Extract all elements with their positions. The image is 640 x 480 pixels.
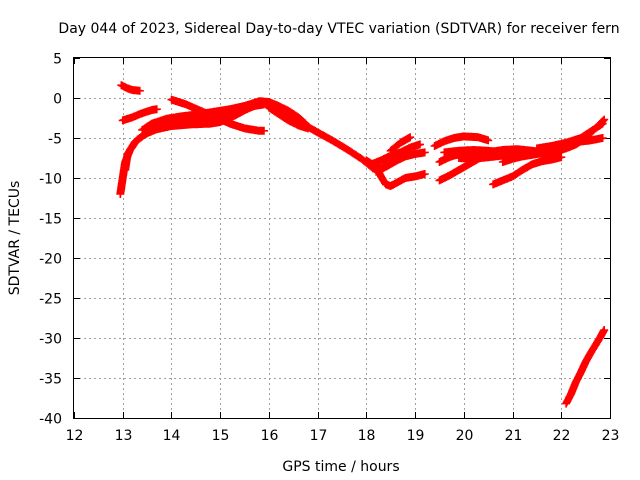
series-markers [167, 95, 268, 135]
series-markers [367, 140, 424, 169]
axes: 12 13 14 15 16 17 18 19 20 21 22 23 5 0 -5 -10 -15 -20 -25… [39, 52, 619, 445]
y-tick-label: 5 [53, 52, 62, 68]
series-markers [117, 81, 144, 95]
x-tick-label: 21 [505, 428, 523, 444]
series-track-10 [367, 140, 424, 169]
x-tick-label: 18 [358, 428, 376, 444]
y-tick-label: -10 [39, 172, 62, 188]
series-track-1 [116, 98, 405, 198]
x-tick-label: 19 [407, 428, 425, 444]
series-track-3 [118, 105, 161, 125]
y-tick-label: -40 [39, 412, 62, 428]
series-track-6 [167, 95, 268, 135]
series-markers [489, 153, 566, 189]
y-tick-label: 0 [53, 92, 62, 108]
y-tick-label: -5 [48, 132, 62, 148]
series-markers [264, 103, 312, 133]
x-axis-label: GPS time / hours [282, 459, 399, 475]
series-markers [116, 98, 405, 198]
y-axis-label: SDTVAR / TECUs [7, 181, 23, 296]
y-tick-label: -30 [39, 332, 62, 348]
y-tick-label: -35 [39, 372, 62, 388]
series-markers [386, 133, 415, 155]
x-tick-label: 13 [115, 428, 133, 444]
x-tick-label: 15 [212, 428, 230, 444]
series-track-13 [430, 132, 493, 150]
series-markers [118, 105, 161, 125]
data-layer [116, 81, 609, 408]
series-track-20 [532, 119, 607, 153]
x-tick-label: 23 [602, 428, 620, 444]
series-markers [562, 326, 609, 408]
grid [74, 58, 610, 418]
x-tick-label: 17 [310, 428, 328, 444]
series-track-7 [240, 97, 310, 128]
series-track-12 [386, 133, 415, 155]
series-markers [430, 132, 493, 150]
series-track-18 [489, 153, 566, 189]
series-markers [532, 119, 607, 153]
series-markers [372, 148, 429, 176]
chart-title: Day 044 of 2023, Sidereal Day-to-day VTE… [58, 21, 619, 37]
y-tick-label: -15 [39, 212, 62, 228]
y-tick-label: -25 [39, 292, 62, 308]
series-track-11 [372, 148, 429, 176]
series-track-8 [264, 103, 312, 133]
x-tick-label: 12 [66, 428, 84, 444]
y-tick-label: -20 [39, 252, 62, 268]
series-track-2 [117, 81, 144, 95]
plot-frame [73, 57, 611, 419]
series-markers [240, 97, 310, 128]
x-tick-label: 22 [553, 428, 571, 444]
series-track-21 [562, 326, 609, 408]
x-tick-label: 14 [163, 428, 181, 444]
x-tick-label: 20 [456, 428, 474, 444]
x-tick-label: 16 [261, 428, 279, 444]
